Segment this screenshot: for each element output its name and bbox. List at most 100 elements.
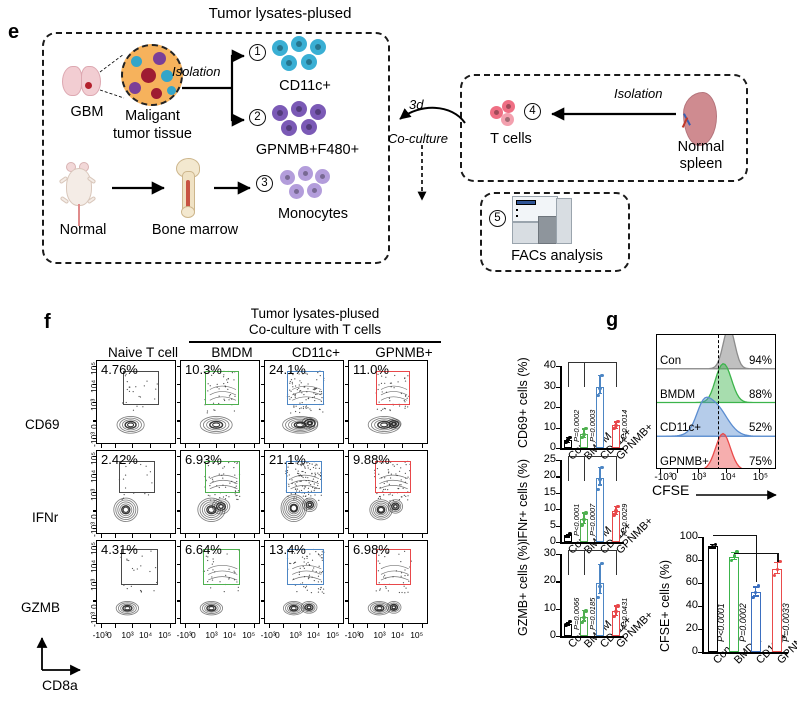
p-value-label: P=0.0007 (587, 503, 597, 536)
x-tick-mark (184, 624, 186, 628)
y-axis-tick: 10⁵ (89, 361, 99, 375)
y-tick-mark (556, 386, 561, 388)
x-tick-mark (115, 624, 117, 628)
p-value-label: P=0.0002 (737, 603, 748, 642)
error-cap-bottom (597, 392, 603, 394)
y-tick-mark (92, 582, 97, 584)
data-point (580, 620, 584, 625)
y-axis-tick: -10³ (89, 521, 99, 538)
x-axis-line (702, 652, 788, 654)
y-tick-mark (556, 460, 561, 462)
x-tick-mark (199, 444, 201, 448)
x-tick-mark (253, 444, 255, 448)
panel-f: f Tumor lysates-plused Co-culture with T… (0, 292, 656, 710)
error-bar (583, 512, 585, 523)
error-cap-top (613, 605, 619, 607)
x-axis-line (560, 542, 624, 544)
histogram-x-tick: -10³ (654, 472, 673, 483)
cd11c-cells-illustration (272, 36, 338, 76)
error-cap-top (581, 610, 587, 612)
mouse-illustration (58, 162, 102, 226)
x-tick-mark (100, 624, 102, 628)
x-tick-mark (216, 624, 218, 628)
p-value-label: P=0.0002 (571, 409, 581, 442)
bone-marrow-illustration (172, 158, 206, 220)
gzmb-bar-chart: 0102030ConBMDMCD11c+GPNMB+P=0.0066P=0.01… (516, 541, 656, 696)
cd8a-axis-label: CD8a (42, 677, 78, 693)
data-point (711, 544, 715, 548)
x-axis-tick: -10³ (344, 630, 360, 640)
x-tick-mark (384, 534, 386, 538)
t-cells-illustration (490, 100, 524, 128)
significance-tick (755, 535, 758, 583)
row-label-gzmb: GZMB (21, 600, 60, 615)
x-tick-mark (216, 444, 218, 448)
x-axis-tick: 10⁴ (391, 630, 405, 640)
y-tick-mark (176, 402, 181, 404)
y-tick-label: 5 (549, 518, 556, 531)
significance-tick (568, 456, 570, 481)
data-point (568, 620, 572, 624)
y-tick-label: 40 (543, 359, 556, 371)
data-point (778, 560, 782, 564)
facs-box (480, 192, 630, 272)
flow-plot-gzmb-naive: 4.31% (96, 540, 176, 624)
x-tick-mark (283, 444, 285, 448)
column-title-cd11c: CD11c+ (291, 345, 341, 360)
gate-rectangle (287, 371, 325, 405)
isolation-right-label: Isolation (614, 86, 663, 101)
x-tick-mark (402, 444, 404, 448)
gpnmb-f480-cells-illustration (272, 101, 338, 141)
x-tick-mark (253, 534, 255, 538)
x-tick-mark (318, 534, 320, 538)
histogram-label-cd11cplus: CD11c+ (660, 422, 702, 435)
histogram-x-tick-mark (697, 469, 699, 473)
x-tick-mark (184, 534, 186, 538)
panel-g: g Con 94% BMDM 88% CD11c+ 52% GPNMB+ 75% -10³ 0 1… (600, 292, 797, 710)
x-tick-mark (132, 624, 134, 628)
data-point (612, 427, 616, 431)
y-tick-label: 10 (543, 420, 556, 433)
y-tick-mark (92, 473, 97, 475)
y-tick-mark (176, 528, 181, 530)
gate-percentage-label: 6.98% (353, 542, 390, 557)
y-tick-mark (344, 492, 349, 494)
y-tick-mark (698, 560, 703, 562)
x-tick-mark (402, 624, 404, 628)
error-cap-top (613, 505, 619, 508)
y-tick-label: 10 (543, 601, 556, 614)
error-cap-bottom (565, 624, 571, 627)
histogram-label-gpnmbplus: GPNMB+ (660, 456, 709, 468)
x-tick-mark (300, 444, 302, 448)
y-tick-mark (92, 563, 97, 565)
data-point (566, 437, 570, 442)
x-tick-mark (337, 624, 339, 628)
data-point (775, 567, 779, 571)
cfse-axis-label: CFSE (652, 482, 690, 498)
x-tick-mark (384, 624, 386, 628)
error-cap-top (597, 375, 603, 377)
gate-percentage-label: 9.88% (353, 452, 390, 467)
x-tick-mark (115, 444, 117, 448)
error-bar (599, 466, 601, 485)
x-tick-mark (352, 444, 354, 448)
spleen-illustration (681, 92, 717, 146)
gate-percentage-label: 21.1% (269, 452, 306, 467)
coculture-days-label: 3d (409, 97, 424, 112)
y-tick-mark (344, 545, 349, 547)
data-point (596, 394, 600, 398)
ifnr-bar-chart: 0510152025ConBMDMCD11c+GPNMB+P<0.0001P=0… (516, 453, 656, 602)
y-axis-tick: 0 (89, 424, 99, 430)
x-axis-tick: 0 (191, 630, 196, 640)
x-axis-tick: 10³ (289, 630, 302, 640)
y-tick-mark (92, 455, 97, 457)
y-tick-mark (556, 509, 561, 511)
significance-tick-2 (777, 553, 779, 563)
x-tick-mark (337, 534, 339, 538)
flow-cytometer-illustration (512, 196, 574, 246)
y-tick-mark (176, 582, 181, 584)
significance-tick (568, 550, 570, 575)
y-tick-mark (344, 600, 349, 602)
y-tick-mark (92, 528, 97, 530)
data-point (568, 436, 572, 440)
